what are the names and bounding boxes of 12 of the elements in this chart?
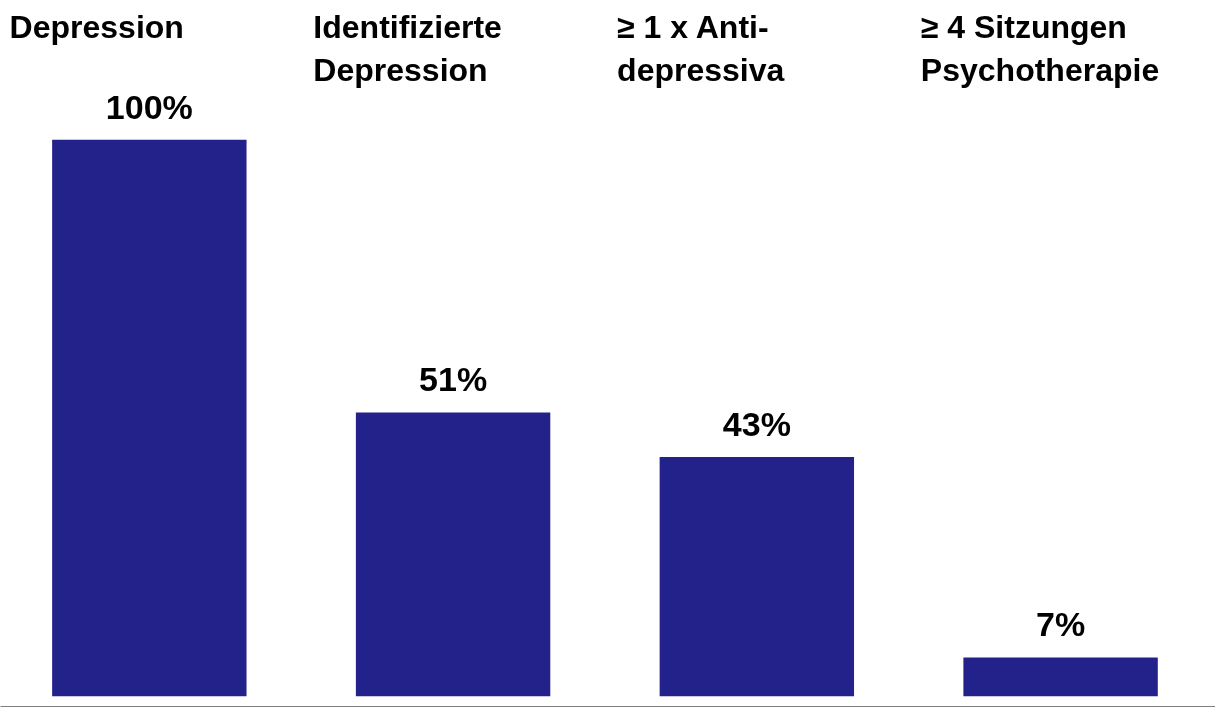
x-tick-label: ≥ 1 x Anti- depressiva <box>617 8 785 88</box>
x-tick-label: Depression <box>9 8 184 45</box>
bar <box>52 139 247 697</box>
data-label: 43% <box>722 404 791 443</box>
data-label: 100% <box>105 87 193 126</box>
x-tick-label: ≥ 4 Sitzungen Psychotherapie <box>920 8 1160 88</box>
bar <box>963 657 1158 697</box>
bar <box>659 456 855 697</box>
x-tick-label: Identifizierte Depression <box>313 8 502 88</box>
data-label: 7% <box>1036 605 1086 644</box>
data-label: 51% <box>419 360 488 399</box>
bar <box>355 412 551 697</box>
